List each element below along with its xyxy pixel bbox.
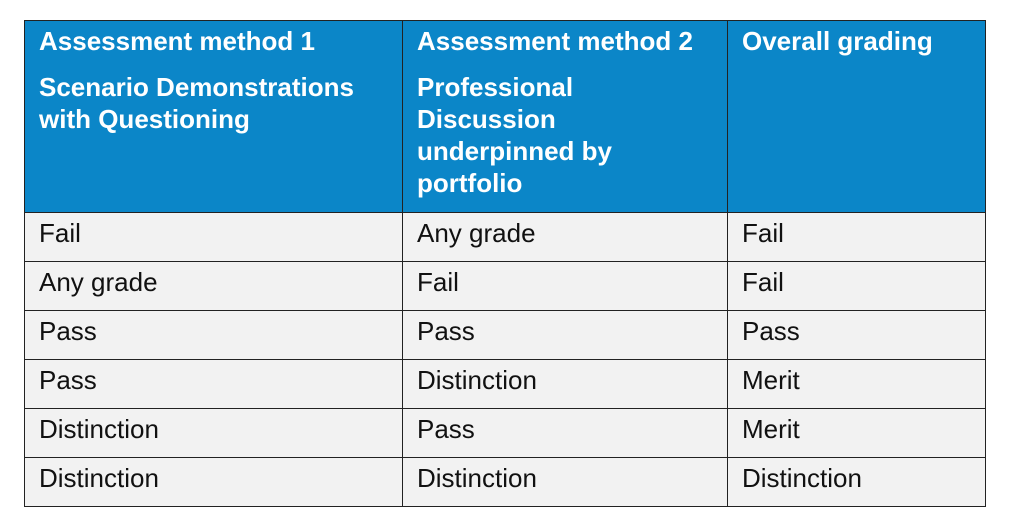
cell-method-2: Pass	[402, 310, 728, 360]
header-overall-title: Overall grading	[742, 26, 933, 56]
cell-method-1: Pass	[24, 310, 403, 360]
header-cell-method-1: Assessment method 1 Scenario Demonstrati…	[24, 20, 403, 213]
cell-method-2: Pass	[402, 408, 728, 458]
cell-method-2: Fail	[402, 261, 728, 311]
header-row: Assessment method 1 Scenario Demonstrati…	[24, 20, 986, 213]
cell-overall: Merit	[727, 408, 986, 458]
header-method-1-title: Assessment method 1	[39, 26, 315, 56]
cell-method-1: Pass	[24, 359, 403, 409]
header-cell-overall: Overall grading	[727, 20, 986, 213]
cell-overall: Fail	[727, 212, 986, 262]
table-row: Distinction Pass Merit	[24, 408, 986, 458]
table-row: Any grade Fail Fail	[24, 261, 986, 311]
cell-method-1: Distinction	[24, 408, 403, 458]
cell-method-1: Any grade	[24, 261, 403, 311]
table-row: Pass Pass Pass	[24, 310, 986, 360]
table-row: Distinction Distinction Distinction	[24, 457, 986, 507]
cell-overall: Fail	[727, 261, 986, 311]
cell-method-1: Distinction	[24, 457, 403, 507]
cell-method-2: Distinction	[402, 457, 728, 507]
cell-overall: Merit	[727, 359, 986, 409]
header-method-2-description: Professional Discussion underpinned by p…	[417, 72, 612, 198]
grading-table: Assessment method 1 Scenario Demonstrati…	[24, 20, 986, 507]
cell-overall: Pass	[727, 310, 986, 360]
header-method-1-description: Scenario Demonstrations with Questioning	[39, 72, 354, 134]
table-row: Fail Any grade Fail	[24, 212, 986, 262]
header-cell-method-2: Assessment method 2 Professional Discuss…	[402, 20, 728, 213]
cell-method-1: Fail	[24, 212, 403, 262]
header-method-2-title: Assessment method 2	[417, 26, 693, 56]
table-row: Pass Distinction Merit	[24, 359, 986, 409]
cell-method-2: Any grade	[402, 212, 728, 262]
cell-overall: Distinction	[727, 457, 986, 507]
table-header: Assessment method 1 Scenario Demonstrati…	[24, 20, 986, 213]
cell-method-2: Distinction	[402, 359, 728, 409]
table-body: Fail Any grade Fail Any grade Fail Fail …	[24, 212, 986, 507]
